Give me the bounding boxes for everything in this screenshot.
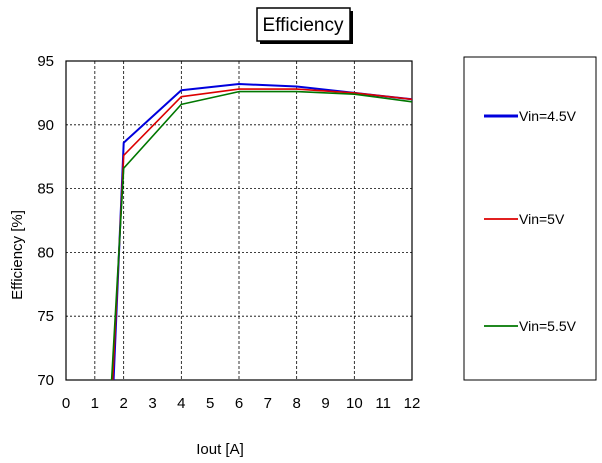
legend-label-1: Vin=4.5V bbox=[519, 108, 577, 124]
plot-area bbox=[65, 60, 413, 381]
x-tick-label: 3 bbox=[148, 395, 156, 412]
x-tick-label: 2 bbox=[119, 395, 127, 412]
series-line-1 bbox=[112, 83, 413, 381]
x-tick-label: 5 bbox=[206, 395, 214, 412]
chart-title: Efficiency bbox=[263, 15, 344, 36]
y-tick-label: 90 bbox=[37, 117, 54, 134]
legend: Vin=4.5V Vin=5V Vin=5.5V bbox=[484, 108, 577, 334]
x-tick-label: 1 bbox=[91, 395, 99, 412]
x-tick-label: 7 bbox=[264, 395, 272, 412]
x-tick-label: 6 bbox=[235, 395, 243, 412]
y-tick-label: 80 bbox=[37, 244, 54, 261]
x-tick-label: 9 bbox=[321, 395, 329, 412]
series-lines bbox=[110, 83, 413, 381]
x-tick-label: 11 bbox=[375, 395, 391, 412]
y-tick-label: 95 bbox=[37, 53, 54, 70]
x-tick-label: 8 bbox=[292, 395, 300, 412]
y-tick-labels: 70 75 80 85 90 95 bbox=[37, 53, 54, 389]
chart-title-box: Efficiency bbox=[256, 7, 353, 44]
grid bbox=[66, 61, 412, 380]
x-axis-label: Iout [A] bbox=[196, 441, 244, 458]
y-tick-label: 75 bbox=[37, 308, 54, 325]
x-tick-label: 10 bbox=[346, 395, 363, 412]
x-tick-label: 12 bbox=[404, 395, 421, 412]
x-tick-label: 4 bbox=[177, 395, 185, 412]
legend-label-2: Vin=5V bbox=[519, 211, 565, 227]
legend-label-3: Vin=5.5V bbox=[519, 318, 577, 334]
x-tick-label: 0 bbox=[62, 395, 70, 412]
y-axis-label: Efficiency [%] bbox=[9, 210, 26, 300]
series-line-2 bbox=[111, 88, 413, 381]
y-tick-label: 70 bbox=[37, 372, 54, 389]
y-tick-label: 85 bbox=[37, 181, 54, 198]
series-line-3 bbox=[110, 90, 413, 381]
x-tick-labels: 0 1 2 3 4 5 6 7 8 9 10 11 12 bbox=[62, 395, 421, 412]
